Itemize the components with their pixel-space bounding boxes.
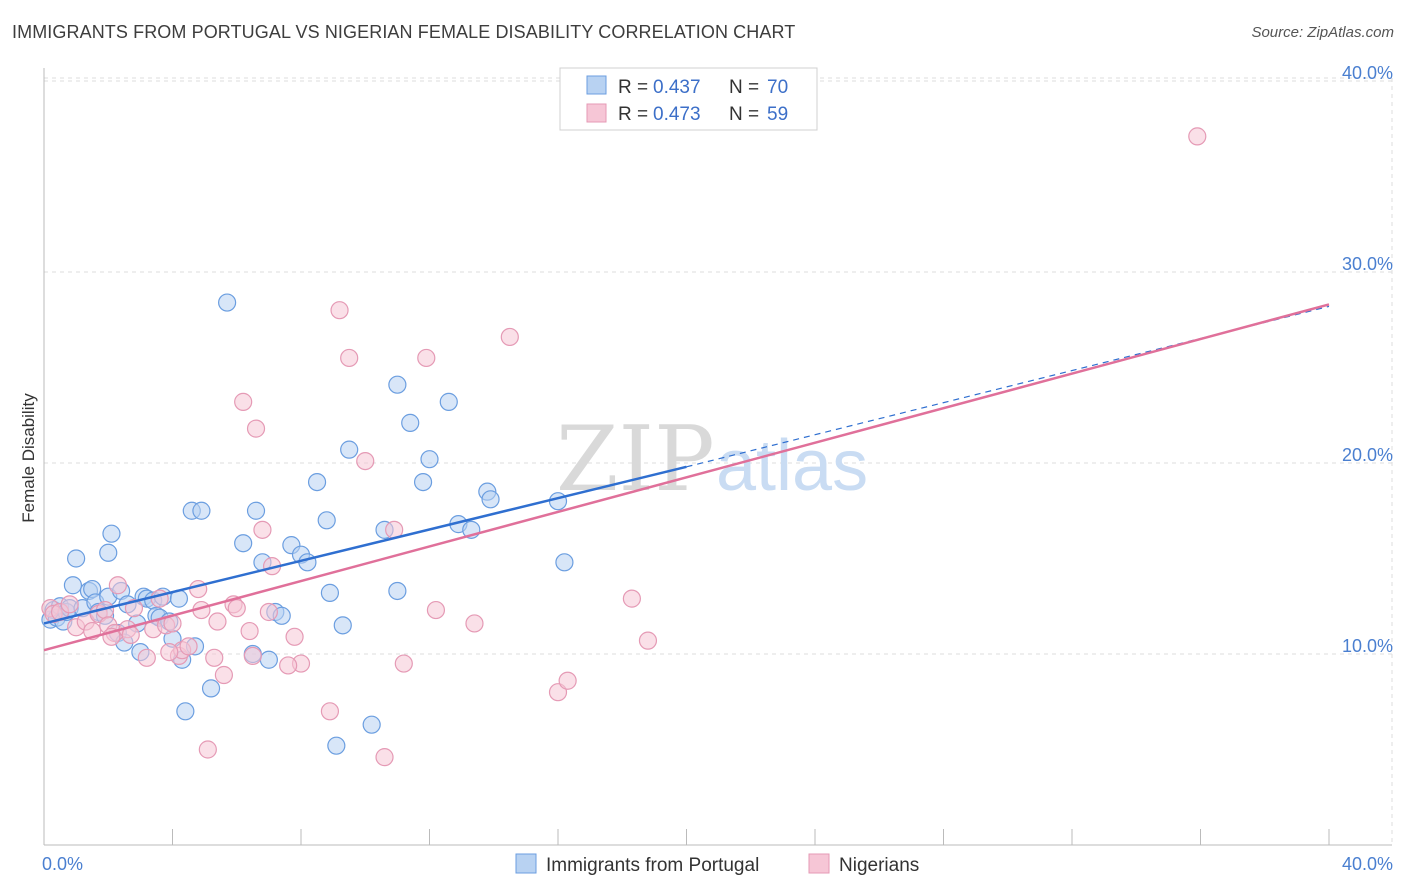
watermark-zip: ZIP <box>556 407 715 512</box>
portugal-point-68 <box>555 553 574 572</box>
bottom-legend-label-portugal: Immigrants from Portugal <box>546 855 759 876</box>
nigerians-point-43 <box>375 748 394 767</box>
legend-n-value-1: 70 <box>767 77 788 98</box>
legend-swatch-portugal <box>586 75 607 95</box>
x-tick-labels: 0.0% 40.0% <box>42 854 1393 874</box>
nigerians-point-35 <box>259 602 278 622</box>
legend-n-label-2: N = <box>729 104 759 125</box>
nigerians-point-57 <box>279 656 298 675</box>
nigerians-point-37 <box>285 627 304 646</box>
y-axis-title: Female Disability <box>19 393 38 523</box>
y-tick-label-0: 10.0% <box>1342 636 1393 656</box>
portugal-point-59 <box>401 413 420 432</box>
series-portugal-points <box>41 293 574 755</box>
portugal-point-17 <box>102 524 121 543</box>
source-label: Source: ZipAtlas.com <box>1251 24 1394 41</box>
portugal-point-60 <box>413 473 433 492</box>
series-legend: Immigrants from Portugal Nigerians <box>515 853 919 876</box>
nigerians-point-23 <box>189 579 208 599</box>
portugal-point-48 <box>298 553 317 572</box>
portugal-point-55 <box>362 715 381 734</box>
nigerians-point-41 <box>340 348 359 368</box>
x-tick-label-0: 0.0% <box>42 854 83 874</box>
portugal-point-7 <box>63 576 83 595</box>
portugal-point-50 <box>317 511 336 530</box>
chart-title: IMMIGRANTS FROM PORTUGAL VS NIGERIAN FEM… <box>12 22 796 42</box>
nigerians-point-25 <box>198 740 217 759</box>
nigerians-point-52 <box>622 589 641 608</box>
y-tick-labels: 10.0% 20.0% 30.0% 40.0% <box>1342 63 1393 656</box>
nigerians-point-53 <box>638 631 658 650</box>
legend-n-label-1: N = <box>729 77 759 98</box>
nigerians-point-22 <box>179 637 198 656</box>
portugal-point-38 <box>218 293 237 312</box>
portugal-point-67 <box>548 492 568 511</box>
portugal-trend-line <box>43 465 687 625</box>
bottom-legend-swatch-portugal <box>515 853 537 874</box>
nigerians-point-46 <box>417 348 436 368</box>
portugal-point-54 <box>340 440 359 459</box>
nigerians-point-54 <box>1188 127 1207 146</box>
legend-r-label-1: R = <box>618 77 648 98</box>
legend-r-value-2: 0.473 <box>653 104 701 125</box>
portugal-point-58 <box>388 375 407 394</box>
nigerians-point-30 <box>234 392 253 411</box>
portugal-point-69 <box>176 702 195 721</box>
nigerians-point-48 <box>465 614 484 633</box>
nigerians-point-32 <box>243 646 262 666</box>
nigerians-point-27 <box>214 665 233 685</box>
nigerians-trend-line <box>43 303 1330 652</box>
nigerians-point-40 <box>330 301 349 320</box>
portugal-point-43 <box>259 650 278 669</box>
y-tick-label-3: 40.0% <box>1342 63 1393 83</box>
legend-n-value-2: 59 <box>767 104 788 125</box>
nigerians-point-11 <box>108 576 127 595</box>
nigerians-point-49 <box>500 327 519 347</box>
trend-lines <box>43 303 1330 652</box>
portugal-point-39 <box>234 534 253 553</box>
portugal-point-53 <box>333 616 352 635</box>
portugal-point-41 <box>246 501 266 520</box>
bottom-legend-label-nigerians: Nigerians <box>839 855 919 876</box>
legend-r-label-2: R = <box>618 104 648 125</box>
nigerians-point-34 <box>253 520 272 539</box>
nigerians-point-26 <box>205 648 224 667</box>
nigerians-point-29 <box>227 599 246 618</box>
axes <box>43 68 1392 846</box>
y-tick-label-1: 20.0% <box>1342 445 1393 465</box>
nigerians-point-55 <box>160 642 179 662</box>
x-tick-label-1: 40.0% <box>1342 854 1393 874</box>
y-tick-label-2: 30.0% <box>1342 254 1393 274</box>
legend-swatch-nigerians <box>586 103 607 123</box>
nigerians-point-3 <box>60 595 79 614</box>
nigerians-point-39 <box>320 702 340 721</box>
watermark-atlas: atlas <box>716 426 868 506</box>
portugal-point-57 <box>388 581 407 601</box>
portugal-point-62 <box>439 392 458 411</box>
portugal-point-52 <box>327 736 346 755</box>
nigerians-point-42 <box>356 451 375 471</box>
portugal-point-16 <box>99 543 118 562</box>
bottom-legend-swatch-nigerians <box>808 853 830 874</box>
nigerians-point-15 <box>137 648 156 667</box>
nigerians-point-14 <box>124 599 144 618</box>
nigerians-point-51 <box>558 671 577 690</box>
portugal-point-36 <box>192 501 211 520</box>
portugal-point-51 <box>320 583 340 602</box>
nigerians-point-45 <box>394 654 413 673</box>
portugal-point-8 <box>67 549 86 568</box>
portugal-point-66 <box>481 490 500 509</box>
nigerians-point-31 <box>240 621 259 641</box>
nigerians-point-58 <box>208 612 227 631</box>
portugal-point-37 <box>201 679 221 698</box>
nigerians-point-33 <box>246 419 266 438</box>
portugal-point-61 <box>420 450 439 469</box>
nigerians-point-47 <box>426 600 446 620</box>
legend-r-value-1: 0.437 <box>653 77 701 98</box>
watermark: ZIP atlas <box>556 407 868 512</box>
stats-legend: R = 0.437 N = 70 R = 0.473 N = 59 <box>559 67 818 131</box>
portugal-point-49 <box>307 473 327 492</box>
